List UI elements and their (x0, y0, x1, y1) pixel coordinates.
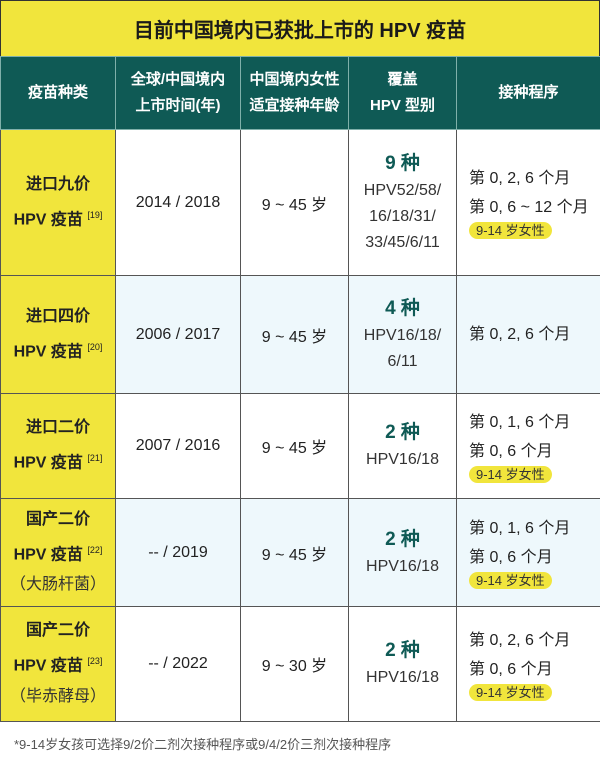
type-list-line: 6/11 (387, 352, 418, 370)
vaccine-name-suffix: HPV 疫苗 (13, 657, 83, 675)
schedule-cell: 第 0, 2, 6 个月 (456, 275, 600, 394)
age-note-badge: 9-14 岁女性 (469, 465, 552, 483)
table-row: 进口四价 HPV 疫苗 [20] 2006 / 2017 9 ~ 45 岁 4 种 HPV… (0, 275, 600, 394)
column-header: 覆盖 HPV 型别 (348, 56, 457, 130)
header-line: 适宜接种年龄 (249, 97, 340, 114)
type-list-line: HPV16/18 (366, 557, 439, 575)
vaccine-name: 国产二价 (25, 510, 90, 528)
age-range: 9 ~ 45 岁 (240, 498, 349, 607)
type-list-line: HPV52/58/ (363, 181, 442, 199)
header-row: 疫苗种类 全球/中国境内 上市时间(年) 中国境内女性 适宜接种年龄 覆盖 HPV 型别 接种… (0, 56, 600, 130)
age-range: 9 ~ 45 岁 (240, 129, 349, 276)
header-line: 中国境内女性 (249, 71, 340, 88)
vaccine-name-suffix: HPV 疫苗 (13, 343, 83, 361)
type-count: 9 种 (385, 152, 420, 174)
reference: [22] (87, 544, 103, 555)
schedule-line: 第 0, 6 个月 (469, 549, 553, 566)
schedule-line: 第 0, 2, 6 个月 (469, 170, 571, 187)
column-header: 中国境内女性 适宜接种年龄 (240, 56, 349, 130)
schedule-line: 第 0, 2, 6 个月 (469, 631, 571, 649)
launch-years: -- / 2019 (115, 498, 241, 607)
vaccine-name-cell: 进口二价 HPV 疫苗 [21] (0, 393, 116, 499)
schedule-cell: 第 0, 2, 6 个月第 0, 6 个月 9-14 岁女性 (456, 606, 600, 722)
schedule-line: 第 0, 6 个月 (469, 442, 553, 460)
type-list-line: HPV16/18/ (363, 326, 442, 344)
header-line: 疫苗种类 (27, 84, 88, 101)
vaccine-name-cell: 国产二价 HPV 疫苗 [23] （毕赤酵母） (0, 606, 116, 722)
launch-years: 2007 / 2016 (115, 393, 241, 499)
age-note-badge: 9-14 岁女性 (469, 683, 552, 701)
vaccine-name-suffix: HPV 疫苗 (13, 211, 83, 229)
schedule-cell: 第 0, 2, 6 个月第 0, 6 ~ 12 个月 9-14 岁女性 (456, 129, 600, 276)
type-count: 2 种 (385, 640, 420, 661)
hpv-types-cell: 4 种 HPV16/18/6/11 (348, 275, 457, 394)
vaccine-name: 进口二价 (25, 419, 90, 437)
type-list-line: HPV16/18 (366, 451, 439, 468)
vaccine-name-cell: 进口九价 HPV 疫苗 [19] (0, 129, 116, 276)
hpv-types-cell: 2 种 HPV16/18 (348, 498, 457, 607)
type-list-line: HPV16/18 (366, 669, 439, 686)
type-count: 2 种 (385, 422, 420, 443)
table-row: 进口二价 HPV 疫苗 [21] 2007 / 2016 9 ~ 45 岁 2 种 HPV… (0, 393, 600, 499)
launch-years: 2014 / 2018 (115, 129, 241, 276)
vaccine-name: 国产二价 (25, 622, 90, 640)
vaccine-name-cell: 进口四价 HPV 疫苗 [20] (0, 275, 116, 394)
table-row: 进口九价 HPV 疫苗 [19] 2014 / 2018 9 ~ 45 岁 9 种 HPV… (0, 129, 600, 276)
vaccine-expression-system: （毕赤酵母） (9, 687, 106, 705)
age-range: 9 ~ 30 岁 (240, 606, 349, 722)
column-header: 全球/中国境内 上市时间(年) (115, 56, 241, 130)
footnote: *9-14岁女孩可选择9/2价二剂次接种程序或9/4/2价三剂次接种程序 (14, 737, 392, 752)
type-count: 2 种 (385, 528, 420, 550)
hpv-types-cell: 2 种 HPV16/18 (348, 606, 457, 722)
schedule-line: 第 0, 1, 6 个月 (469, 413, 571, 431)
schedule-line: 第 0, 6 个月 (469, 660, 553, 678)
age-note-badge: 9-14 岁女性 (469, 572, 552, 589)
age-range: 9 ~ 45 岁 (240, 393, 349, 499)
hpv-types-cell: 2 种 HPV16/18 (348, 393, 457, 499)
header-line: 覆盖 (387, 71, 418, 88)
launch-years: 2006 / 2017 (115, 275, 241, 394)
hpv-types-cell: 9 种 HPV52/58/16/18/31/33/45/6/11 (348, 129, 457, 276)
schedule-line: 第 0, 6 ~ 12 个月 (469, 199, 589, 216)
schedule-cell: 第 0, 1, 6 个月第 0, 6 个月 9-14 岁女性 (456, 393, 600, 499)
reference: [23] (87, 656, 103, 667)
header-line: 接种程序 (498, 84, 559, 101)
table-title: 目前中国境内已获批上市的 HPV 疫苗 (0, 0, 600, 56)
age-range: 9 ~ 45 岁 (240, 275, 349, 394)
reference: [19] (87, 209, 103, 220)
launch-years: -- / 2022 (115, 606, 241, 722)
vaccine-name: 进口四价 (25, 307, 90, 325)
schedule-cell: 第 0, 1, 6 个月第 0, 6 个月 9-14 岁女性 (456, 498, 600, 607)
reference: [20] (87, 341, 103, 352)
vaccine-expression-system: （大肠杆菌） (9, 576, 106, 594)
type-count: 4 种 (385, 297, 420, 319)
vaccine-name-cell: 国产二价 HPV 疫苗 [22] （大肠杆菌） (0, 498, 116, 607)
schedule-line: 第 0, 1, 6 个月 (469, 520, 571, 537)
type-list-line: 16/18/31/ (369, 207, 436, 225)
column-header: 接种程序 (456, 56, 600, 130)
age-note-badge: 9-14 岁女性 (469, 222, 552, 239)
header-line: 全球/中国境内 (130, 71, 226, 88)
header-line: 上市时间(年) (135, 97, 221, 114)
reference: [21] (87, 453, 103, 464)
hpv-vaccine-table: 疫苗种类 全球/中国境内 上市时间(年) 中国境内女性 适宜接种年龄 覆盖 HPV 型别 接种… (0, 56, 600, 722)
schedule-line: 第 0, 2, 6 个月 (469, 325, 571, 343)
vaccine-name-suffix: HPV 疫苗 (13, 454, 83, 472)
vaccine-name: 进口九价 (25, 175, 90, 193)
header-line: HPV 型别 (369, 97, 435, 114)
vaccine-name-suffix: HPV 疫苗 (13, 546, 83, 564)
column-header: 疫苗种类 (0, 56, 116, 130)
type-list-line: 33/45/6/11 (365, 233, 440, 251)
